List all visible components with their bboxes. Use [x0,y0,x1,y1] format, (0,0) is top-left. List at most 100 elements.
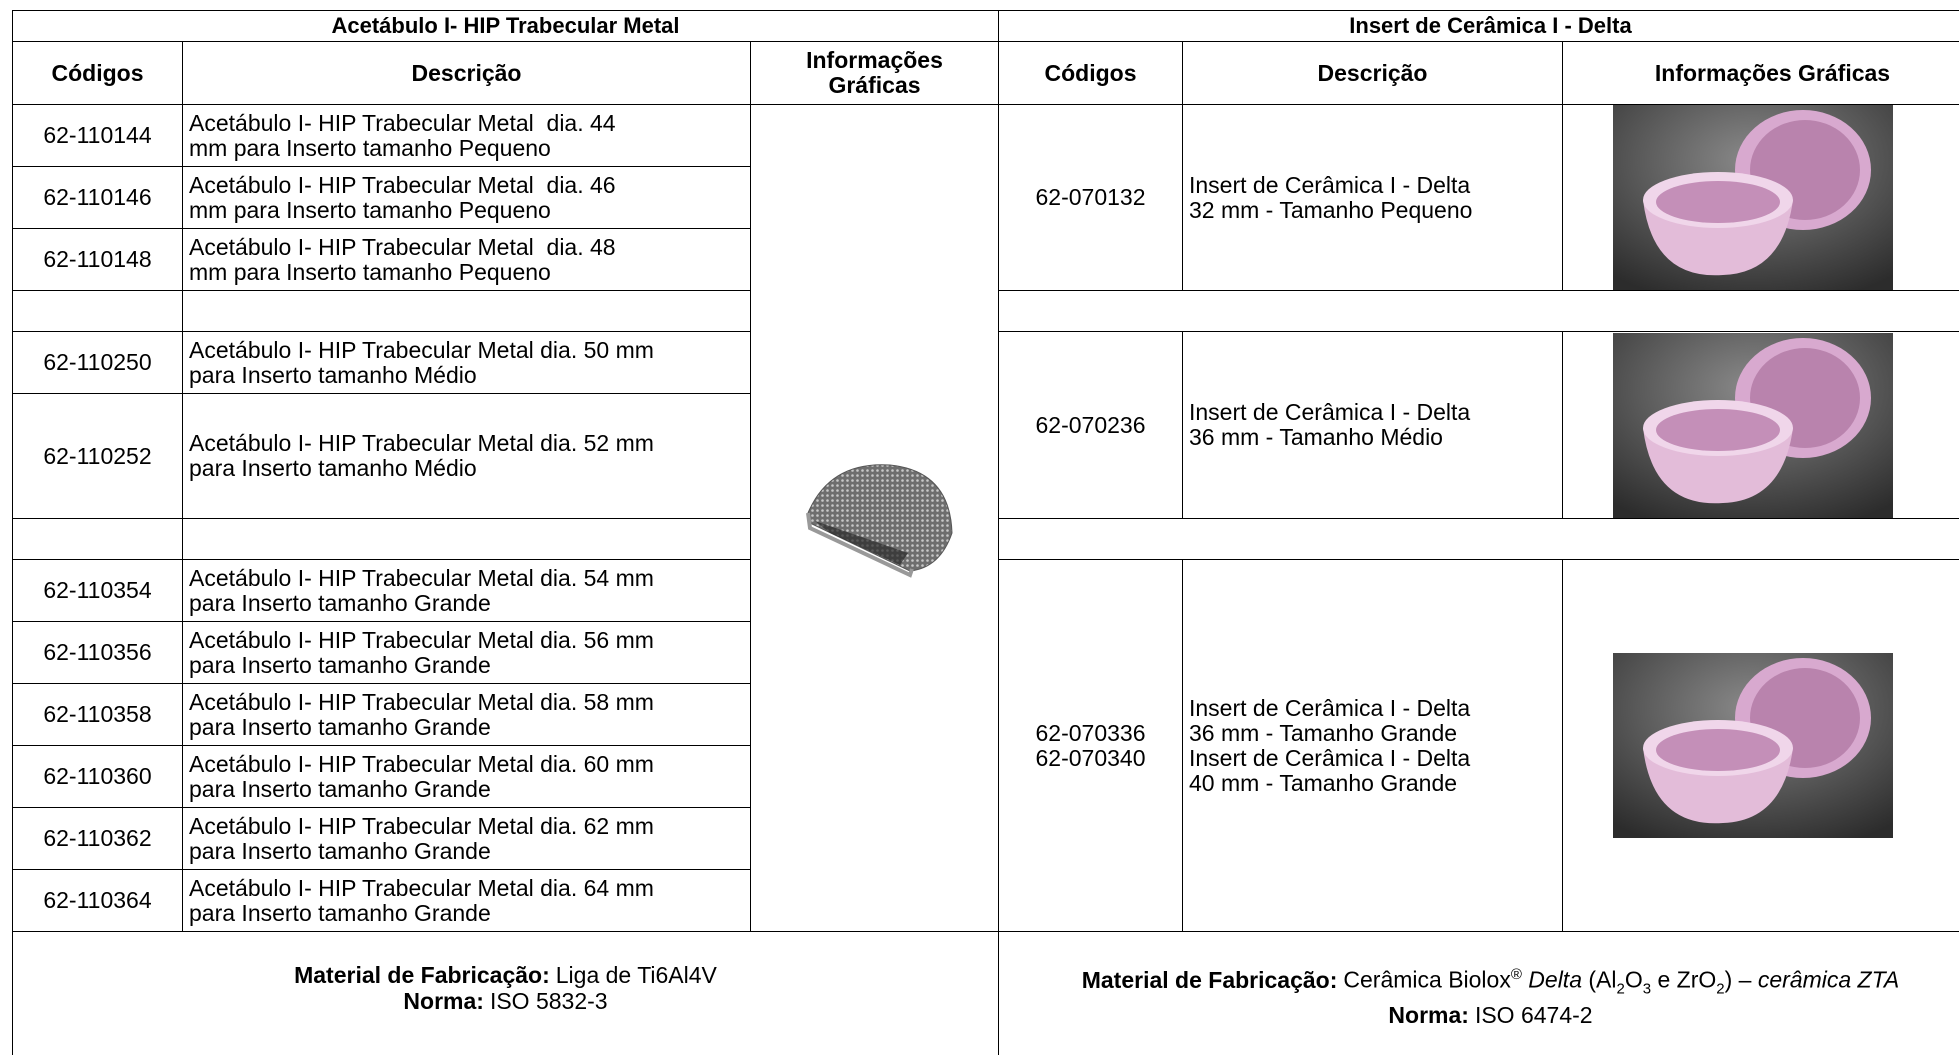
text-line: Acetábulo I- HIP Trabecular Metal dia. 4… [189,233,616,260]
text-piece: e ZrO [1651,966,1717,993]
table-row [12,290,1959,332]
table-row [12,518,1959,560]
label: Material de Fabricação: [1081,966,1338,993]
product-code: 62-110360 [12,745,183,808]
text-line: 62-070336 [1035,719,1146,746]
product-description: Insert de Cerâmica I - Delta 36 mm - Tama… [1182,331,1563,519]
norm-line: Norma: ISO 6474-2 [1005,1002,1959,1028]
text-line: para Inserto tamanho Médio [189,361,477,388]
text-line: para Inserto tamanho Grande [189,713,491,740]
text-piece: ) – [1724,966,1758,993]
text-line: para Inserto tamanho Grande [189,589,491,616]
text-line: Insert de Cerâmica I - Delta [1189,744,1471,771]
product-code: 62-110252 [12,393,183,519]
insert-image [1613,105,1893,290]
product-description: Acetábulo I- HIP Trabecular Metal dia. 5… [182,559,751,622]
product-code: 62-110148 [12,228,183,291]
text-line: Insert de Cerâmica I - Delta [1189,694,1471,721]
text-piece: 3 [1642,980,1652,998]
text-line: 62-070340 [1035,744,1146,771]
table-row: 62-110250 Acetábulo I- HIP Trabecular Met… [12,331,1959,519]
bowl-front-in [1656,181,1780,223]
text-piece: O [1624,966,1643,993]
text-line: 40 mm - Tamanho Grande [1189,769,1458,796]
text-line: 32 mm - Tamanho Pequeno [1189,196,1473,223]
product-code: 62-110144 [12,104,183,167]
empty-cell [998,290,1959,332]
cup-shell [806,464,953,572]
text-line: para Inserto tamanho Médio [189,455,477,481]
text-line: Acetábulo I- HIP Trabecular Metal dia. 5… [189,430,654,456]
empty-cell [12,290,183,332]
bowl-front-in [1656,408,1780,451]
norm-line: Norma: ISO 5832-3 [19,988,992,1014]
product-description: Acetábulo I- HIP Trabecular Metal dia. 5… [182,331,751,394]
label: Norma: [403,988,484,1014]
product-code: 62-110250 [12,331,183,394]
column-header: Códigos [12,41,183,105]
product-description: Acetábulo I- HIP Trabecular Metal dia. 4… [182,104,751,167]
table-row: 62-110364 Acetábulo I- HIP Trabecular Met… [12,869,1959,932]
product-code: 62-110362 [12,807,183,870]
empty-cell [12,518,183,560]
cup-inner [814,521,908,565]
text-piece: 2 [1616,980,1625,998]
cup-image [805,464,953,578]
text-line: para Inserto tamanho Grande [189,775,491,802]
product-code: 62-070336 62-070340 [998,559,1183,932]
material-note: Material de Fabricação: Cerâmica Biolox® … [998,931,1959,1055]
table-row: 62-110356 Acetábulo I- HIP Trabecular Met… [12,621,1959,684]
text-line: para Inserto tamanho Grande [189,899,491,926]
text-line: Acetábulo I- HIP Trabecular Metal dia. 6… [189,812,654,839]
material-note: Material de Fabricação: Liga de Ti6Al4V No… [12,931,999,1055]
text-line: mm para Inserto tamanho Pequeno [189,196,551,223]
text-line: mm para Inserto tamanho Pequeno [189,134,551,161]
column-header: Códigos [998,41,1183,105]
table-row: 62-110360 Acetábulo I- HIP Trabecular Met… [12,745,1959,808]
text-line: Acetábulo I- HIP Trabecular Metal dia. 6… [189,874,654,901]
table-row: 62-110144 Acetábulo I- HIP Trabecular Met… [12,104,1959,932]
text-line: Acetábulo I- HIP Trabecular Metal dia. 5… [189,626,654,653]
text-line: mm para Inserto tamanho Pequeno [189,258,551,285]
empty-cell [182,290,751,332]
cup-rim [805,512,914,578]
text-line: 62-070132 [1035,184,1146,210]
text-piece: Delta [1521,966,1582,993]
text-piece: 2 [1716,980,1725,998]
column-header: Descrição [182,41,751,105]
text-piece: (Al [1582,966,1617,993]
column-header: Informações Gráficas [1562,41,1959,105]
table-row: 62-110358 Acetábulo I- HIP Trabecular Met… [12,683,1959,746]
product-code: 62-110354 [12,559,183,622]
label: Material de Fabricação: [294,962,550,988]
table-row: Material de Fabricação: Liga de Ti6Al4V No… [12,931,1959,1055]
product-description: Acetábulo I- HIP Trabecular Metal dia. 5… [182,393,751,519]
product-description: Acetábulo I- HIP Trabecular Metal dia. 5… [182,621,751,684]
product-description: Acetábulo I- HIP Trabecular Metal dia. 4… [182,228,751,291]
material-line: Material de Fabricação: Liga de Ti6Al4V [19,962,992,988]
empty-cell [182,518,751,560]
product-description: Acetábulo I- HIP Trabecular Metal dia. 4… [182,166,751,229]
text-line: Acetábulo I- HIP Trabecular Metal dia. 5… [189,688,654,715]
product-image [1562,331,1959,519]
table-row: 62-110354 Acetábulo I- HIP Trabecular Met… [12,559,1959,932]
table-row: 62-110148 Acetábulo I- HIP Trabecular Met… [12,228,1959,291]
text-piece: ® [1510,966,1522,983]
product-code: 62-110146 [12,166,183,229]
text-line: para Inserto tamanho Grande [189,837,491,864]
section-title: Acetábulo I- HIP Trabecular Metal [12,10,999,42]
table-row: 62-110362 Acetábulo I- HIP Trabecular Met… [12,807,1959,870]
table-row: 62-110146 Acetábulo I- HIP Trabecular Met… [12,166,1959,229]
section-title: Insert de Cerâmica I - Delta [998,10,1959,42]
bowl-front-in [1656,729,1780,771]
text-line: Acetábulo I- HIP Trabecular Metal dia. 5… [189,564,654,591]
label: Norma: [1388,1002,1469,1029]
product-image [1562,559,1959,932]
value: ISO 5832-3 [489,988,608,1014]
table-row: Acetábulo I- HIP Trabecular Metal Insert … [12,10,1959,42]
table-row: Códigos Descrição Informações Gráficas Códi… [12,41,1959,105]
product-description: Acetábulo I- HIP Trabecular Metal dia. 6… [182,745,751,808]
product-code: 62-070236 [998,331,1183,519]
product-description: Insert de Cerâmica I - Delta 36 mm - Tama… [1182,559,1563,932]
value: Liga de Ti6Al4V [555,962,717,988]
